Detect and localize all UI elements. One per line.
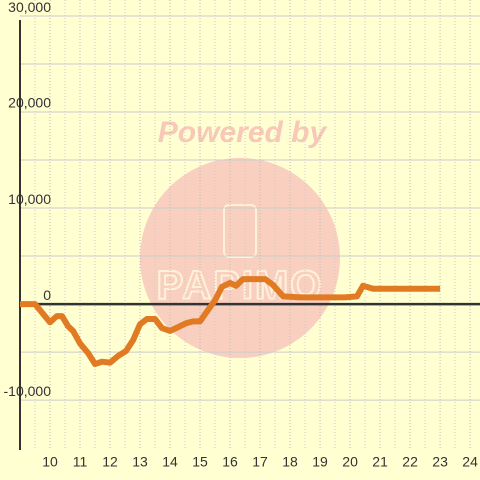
x-tick-label: 12 bbox=[102, 454, 118, 470]
x-tick-label: 21 bbox=[372, 454, 388, 470]
x-tick-label: 23 bbox=[432, 454, 448, 470]
x-tick-label: 15 bbox=[192, 454, 208, 470]
x-tick-label: 16 bbox=[222, 454, 238, 470]
y-tick-label: 10,000 bbox=[8, 191, 51, 207]
x-tick-label: 22 bbox=[402, 454, 418, 470]
x-tick-label: 13 bbox=[132, 454, 148, 470]
y-tick-label: 20,000 bbox=[8, 95, 51, 111]
x-tick-label: 14 bbox=[162, 454, 178, 470]
watermark-icon bbox=[223, 204, 257, 258]
x-tick-label: 17 bbox=[252, 454, 268, 470]
x-tick-label: 18 bbox=[282, 454, 298, 470]
y-tick-label: 30,000 bbox=[8, 0, 51, 15]
x-tick-label: 20 bbox=[342, 454, 358, 470]
y-tick-label: 0 bbox=[43, 287, 51, 303]
y-tick-label: -10,000 bbox=[4, 383, 52, 399]
line bbox=[20, 276, 441, 368]
x-tick-label: 10 bbox=[42, 454, 58, 470]
watermark-text: Powered by bbox=[158, 116, 328, 149]
x-tick-label: 24 bbox=[462, 454, 478, 470]
x-tick-label: 11 bbox=[73, 454, 88, 470]
x-tick-label: 19 bbox=[312, 454, 328, 470]
